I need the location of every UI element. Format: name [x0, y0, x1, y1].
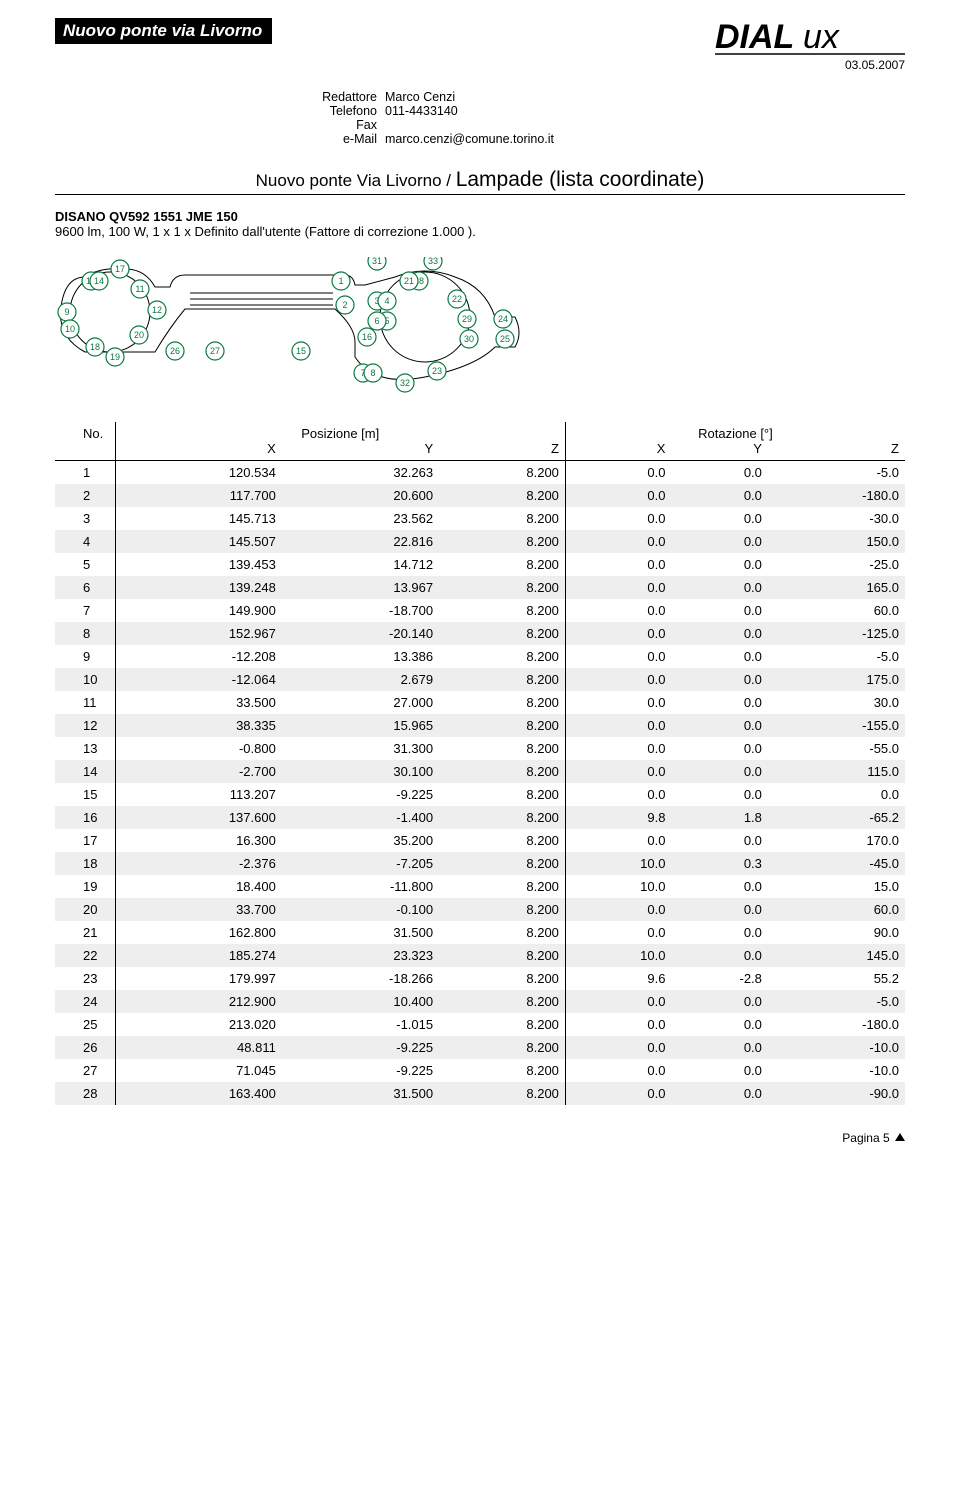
table-row: 15113.207-9.2258.2000.00.00.0 [55, 783, 905, 806]
svg-text:27: 27 [210, 346, 220, 356]
svg-text:ux: ux [803, 18, 840, 56]
svg-text:26: 26 [170, 346, 180, 356]
table-row: 1133.50027.0008.2000.00.030.0 [55, 691, 905, 714]
col-rot-x: X [565, 441, 671, 461]
svg-text:22: 22 [452, 294, 462, 304]
table-row: 2771.045-9.2258.2000.00.0-10.0 [55, 1059, 905, 1082]
svg-text:24: 24 [498, 314, 508, 324]
footer-page: Pagina 5 [842, 1131, 889, 1145]
table-row: 13-0.80031.3008.2000.00.0-55.0 [55, 737, 905, 760]
svg-text:4: 4 [384, 296, 389, 306]
svg-text:8: 8 [370, 368, 375, 378]
meta-label-redattore: Redattore [55, 90, 385, 104]
table-row: 1918.400-11.8008.20010.00.015.0 [55, 875, 905, 898]
meta-val-telefono: 011-4433140 [385, 104, 905, 118]
svg-text:23: 23 [432, 366, 442, 376]
svg-text:25: 25 [500, 334, 510, 344]
col-group-rotation: Rotazione [°] [565, 422, 905, 441]
svg-text:14: 14 [94, 276, 104, 286]
section-main: Lampade (lista coordinate) [456, 168, 705, 191]
col-no: No. [55, 422, 115, 441]
col-rot-y: Y [671, 441, 767, 461]
svg-text:9: 9 [64, 307, 69, 317]
dialux-logo: DIAL ux [715, 18, 905, 56]
svg-text:31: 31 [372, 257, 382, 266]
table-row: 18-2.376-7.2058.20010.00.3-45.0 [55, 852, 905, 875]
table-row: 3145.71323.5628.2000.00.0-30.0 [55, 507, 905, 530]
table-row: 14-2.70030.1008.2000.00.0115.0 [55, 760, 905, 783]
svg-text:20: 20 [134, 330, 144, 340]
document-date: 03.05.2007 [55, 58, 905, 72]
table-row: 2033.700-0.1008.2000.00.060.0 [55, 898, 905, 921]
svg-text:10: 10 [65, 324, 75, 334]
svg-text:33: 33 [428, 257, 438, 266]
table-row: 2648.811-9.2258.2000.00.0-10.0 [55, 1036, 905, 1059]
svg-text:21: 21 [404, 276, 414, 286]
table-row: 7149.900-18.7008.2000.00.060.0 [55, 599, 905, 622]
svg-text:32: 32 [400, 378, 410, 388]
table-row: 10-12.0642.6798.2000.00.0175.0 [55, 668, 905, 691]
coordinates-table: No. Posizione [m] Rotazione [°] X Y Z X … [55, 422, 905, 1105]
project-title: Nuovo ponte via Livorno [55, 18, 272, 44]
meta-label-telefono: Telefono [55, 104, 385, 118]
table-row: 23179.997-18.2668.2009.6-2.855.2 [55, 967, 905, 990]
svg-text:15: 15 [296, 346, 306, 356]
col-pos-z: Z [439, 441, 565, 461]
page-up-icon [895, 1133, 905, 1141]
svg-text:6: 6 [374, 316, 379, 326]
table-row: 16137.600-1.4008.2009.81.8-65.2 [55, 806, 905, 829]
svg-text:18: 18 [90, 342, 100, 352]
table-row: 21162.80031.5008.2000.00.090.0 [55, 921, 905, 944]
table-row: 22185.27423.3238.20010.00.0145.0 [55, 944, 905, 967]
svg-text:11: 11 [135, 284, 144, 294]
table-row: 5139.45314.7128.2000.00.0-25.0 [55, 553, 905, 576]
luminaire-position-diagram: 1713141191210201819262715123456313328212… [55, 257, 905, 402]
svg-text:29: 29 [462, 314, 472, 324]
col-pos-y: Y [282, 441, 439, 461]
meta-val-redattore: Marco Cenzi [385, 90, 905, 104]
table-row: 4145.50722.8168.2000.00.0150.0 [55, 530, 905, 553]
luminaire-desc: 9600 lm, 100 W, 1 x 1 x Definito dall'ut… [55, 224, 905, 239]
table-row: 9-12.20813.3868.2000.00.0-5.0 [55, 645, 905, 668]
table-row: 1238.33515.9658.2000.00.0-155.0 [55, 714, 905, 737]
table-row: 2117.70020.6008.2000.00.0-180.0 [55, 484, 905, 507]
table-row: 6139.24813.9678.2000.00.0165.0 [55, 576, 905, 599]
svg-text:2: 2 [342, 300, 347, 310]
col-pos-x: X [115, 441, 282, 461]
svg-text:17: 17 [115, 264, 125, 274]
table-row: 25213.020-1.0158.2000.00.0-180.0 [55, 1013, 905, 1036]
svg-text:1: 1 [338, 276, 343, 286]
meta-label-fax: Fax [55, 118, 385, 132]
svg-text:30: 30 [464, 334, 474, 344]
section-prefix: Nuovo ponte Via Livorno / [256, 171, 456, 190]
luminaire-name: DISANO QV592 1551 JME 150 [55, 209, 905, 224]
section-title: Nuovo ponte Via Livorno / Lampade (lista… [55, 168, 905, 195]
meta-val-email: marco.cenzi@comune.torino.it [385, 132, 905, 146]
col-rot-z: Z [768, 441, 905, 461]
meta-val-fax [385, 118, 905, 132]
table-row: 28163.40031.5008.2000.00.0-90.0 [55, 1082, 905, 1105]
table-row: 1716.30035.2008.2000.00.0170.0 [55, 829, 905, 852]
meta-block: Redattore Marco Cenzi Telefono 011-44331… [55, 90, 905, 146]
table-row: 1120.53432.2638.2000.00.0-5.0 [55, 461, 905, 485]
table-row: 8152.967-20.1408.2000.00.0-125.0 [55, 622, 905, 645]
svg-text:16: 16 [362, 332, 372, 342]
svg-text:DIAL: DIAL [715, 18, 794, 56]
meta-label-email: e-Mail [55, 132, 385, 146]
svg-text:12: 12 [152, 305, 162, 315]
table-row: 24212.90010.4008.2000.00.0-5.0 [55, 990, 905, 1013]
col-group-position: Posizione [m] [115, 422, 565, 441]
svg-text:19: 19 [110, 352, 120, 362]
